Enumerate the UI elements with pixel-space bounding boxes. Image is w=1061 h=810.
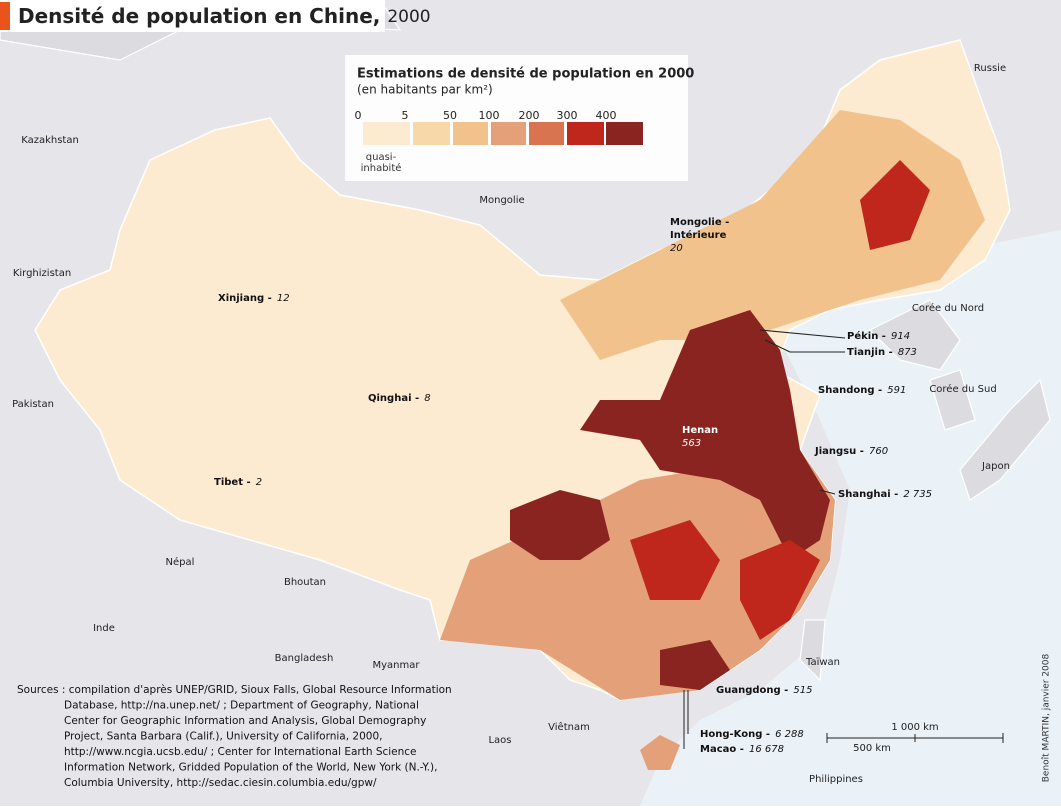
region-name: Shanghai - [838, 489, 898, 500]
region-label: Pékin - 914 [847, 326, 910, 345]
scale-long: 1 000 km [891, 722, 938, 733]
legend-subtitle: (en habitants par km²) [357, 83, 493, 97]
legend-swatch [606, 122, 643, 145]
title-box [0, 0, 385, 32]
region-density: 2 735 [903, 489, 932, 500]
country-label: Kazakhstan [21, 135, 79, 146]
country-label: Taïwan [805, 657, 840, 668]
source-line: Columbia University, http://sedac.ciesin… [64, 777, 377, 789]
region-name: Qinghai - [368, 393, 419, 404]
region-label: Xinjiang - 12 [218, 288, 290, 307]
country-label: Laos [488, 735, 511, 746]
source-line: Center for Geographic Information and An… [64, 715, 426, 727]
legend-box [345, 55, 688, 181]
legend-swatch [529, 122, 564, 145]
scale-short: 500 km [853, 743, 891, 754]
legend-tick: 200 [519, 109, 540, 122]
region-label: Guangdong - 515 [716, 680, 812, 699]
country-label: Corée du Sud [929, 383, 996, 395]
legend-swatch [567, 122, 604, 145]
region-density: 8 [424, 393, 430, 404]
region-name: Jiangsu - [814, 446, 864, 457]
country-label: Bangladesh [275, 653, 334, 664]
source-line: http://www.ncgia.ucsb.edu/ ; Center for … [64, 746, 417, 758]
region-name: Guangdong - [716, 685, 788, 696]
region-density: 914 [891, 331, 910, 342]
legend-swatch [413, 122, 450, 145]
country-label: Inde [93, 623, 115, 634]
region-name: Mongolie - [670, 217, 729, 228]
region-density: 760 [869, 446, 888, 457]
source-line: Database, http://na.unep.net/ ; Departme… [64, 700, 419, 712]
legend-tick: 50 [443, 109, 457, 122]
source-line: Sources : compilation d'après UNEP/GRID,… [17, 684, 452, 696]
legend-swatch [363, 122, 410, 145]
region-density: 563 [682, 438, 701, 449]
legend-swatch [453, 122, 488, 145]
country-label: Kirghizistan [13, 268, 71, 279]
region-density: 20 [670, 243, 683, 254]
region-label: Macao - 16 678 [700, 739, 784, 758]
region-name: Xinjiang - [218, 293, 272, 304]
legend-title: Estimations de densité de population en … [357, 67, 694, 82]
country-label: Bhoutan [284, 577, 326, 588]
region-name: Henan [682, 425, 718, 436]
region-name: Macao - [700, 744, 744, 755]
legend-tick: 100 [479, 109, 500, 122]
country-label: Viêtnam [548, 721, 590, 733]
legend-tick: 400 [596, 109, 617, 122]
region-label: Hong-Kong - 6 288 [700, 724, 804, 743]
region-name: Tianjin - [847, 347, 893, 358]
region-label: Jiangsu - 760 [814, 441, 888, 460]
country-label: Japon [981, 461, 1010, 472]
title: Densité de population en Chine, 2000 [18, 4, 431, 28]
country-label: Népal [166, 556, 195, 568]
region-label: Tibet - 2 [214, 472, 262, 491]
legend-swatch [491, 122, 526, 145]
region-density: 873 [898, 347, 917, 358]
country-label: Russie [974, 63, 1006, 74]
region-density: 515 [793, 685, 812, 696]
region-label: Shanghai - 2 735 [838, 484, 932, 503]
title-year: 2000 [387, 7, 430, 27]
region-label: Shandong - 591 [818, 380, 906, 399]
country-label: Pakistan [12, 399, 54, 410]
region-name: Intérieure [670, 229, 727, 241]
region-label: Tianjin - 873 [847, 342, 917, 361]
title-text: Densité de population en Chine, [18, 4, 380, 28]
density-areas [440, 110, 985, 770]
legend-tick: 5 [402, 109, 409, 122]
region-name: Pékin - [847, 330, 886, 342]
region-density: 6 288 [775, 729, 804, 740]
country-label: Corée du Nord [912, 302, 984, 314]
country-label: Myanmar [373, 660, 421, 671]
country-label: Mongolie [479, 195, 524, 206]
region-density: 16 678 [749, 744, 784, 755]
leader-lines [683, 329, 846, 749]
legend-note: quasi- [366, 152, 397, 163]
region-name: Tibet - [214, 477, 251, 488]
legend-tick: 0 [355, 109, 362, 122]
region-name: Shandong - [818, 385, 882, 396]
source-line: Project, Santa Barbara (Calif.), Univers… [64, 731, 382, 743]
credit: Benoît MARTIN, janvier 2008 [1042, 653, 1052, 782]
title-marker [0, 2, 10, 30]
region-density: 2 [256, 477, 262, 488]
region-label: Qinghai - 8 [368, 388, 431, 407]
legend-note: inhabité [361, 162, 402, 174]
legend-tick: 300 [557, 109, 578, 122]
region-density: 12 [277, 293, 290, 304]
region-name: Hong-Kong - [700, 729, 770, 740]
region-density: 591 [887, 385, 906, 396]
country-label: Philippines [809, 774, 863, 785]
source-line: Information Network, Gridded Population … [64, 762, 437, 774]
